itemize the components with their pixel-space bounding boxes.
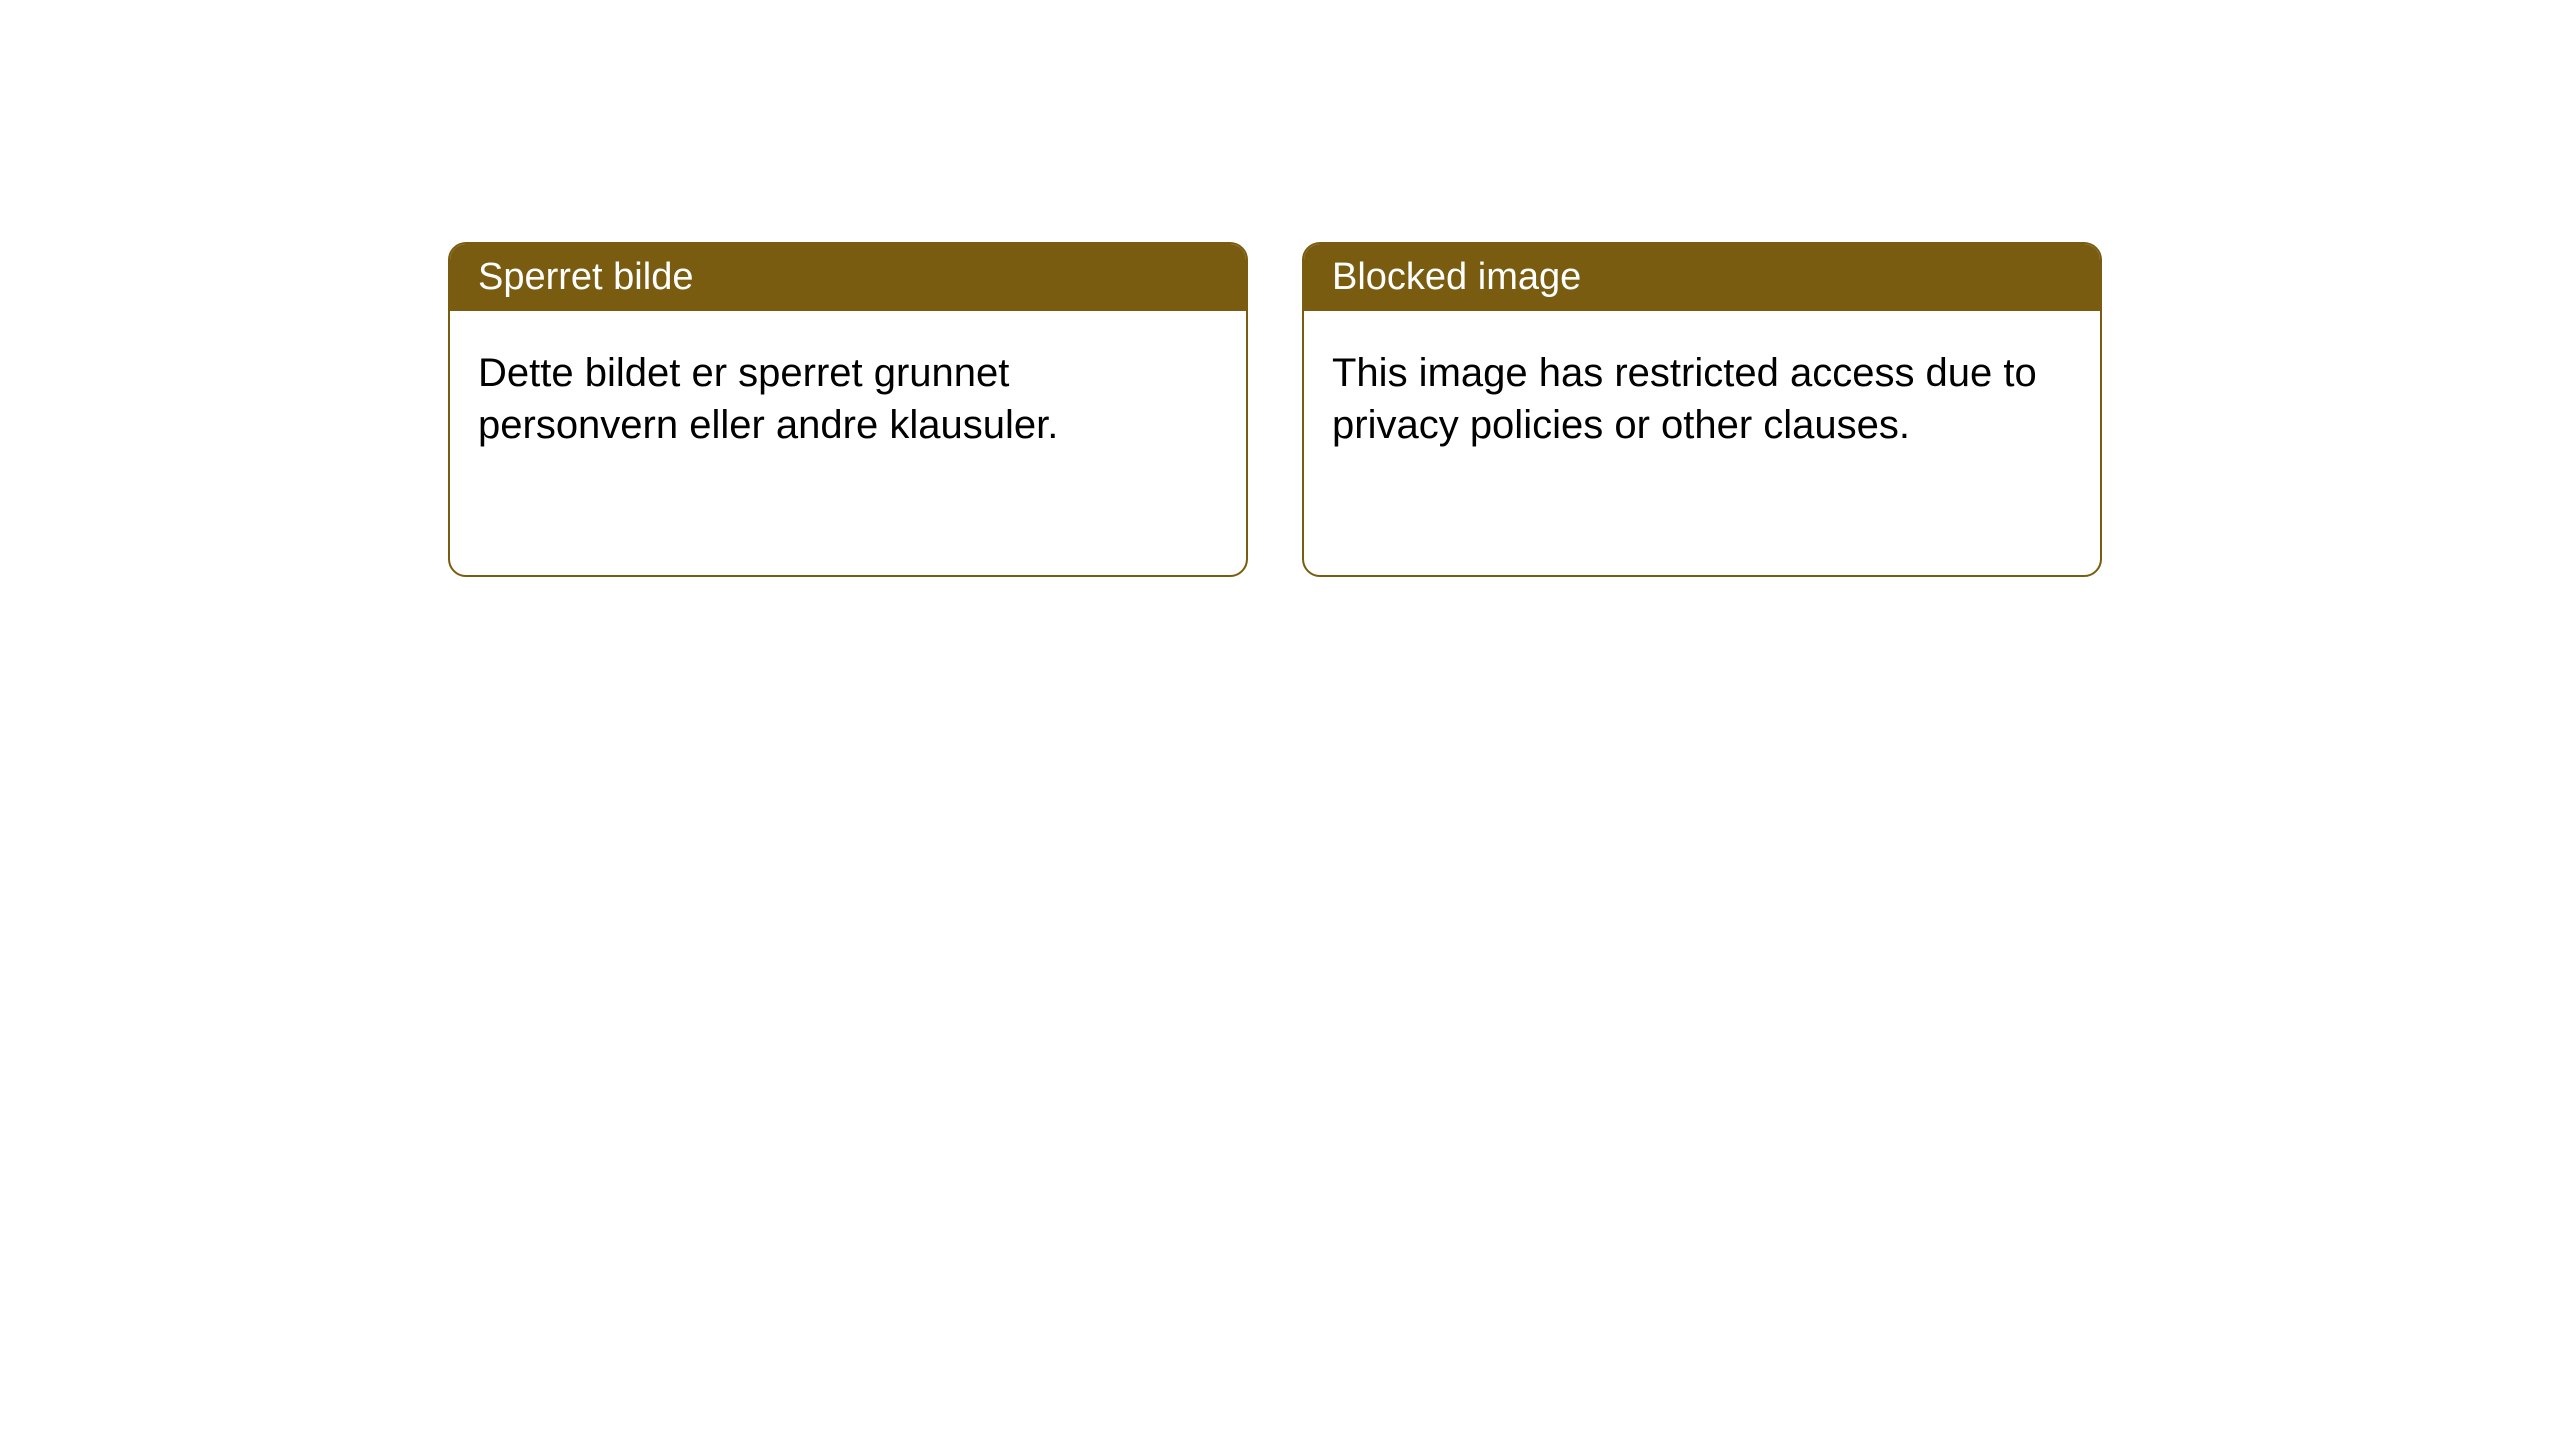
card-text-norwegian: Dette bildet er sperret grunnet personve… xyxy=(478,351,1058,447)
card-title-norwegian: Sperret bilde xyxy=(478,256,693,298)
card-norwegian: Sperret bilde Dette bildet er sperret gr… xyxy=(448,242,1248,577)
cards-container: Sperret bilde Dette bildet er sperret gr… xyxy=(448,242,2102,577)
card-header-english: Blocked image xyxy=(1304,244,2100,311)
card-text-english: This image has restricted access due to … xyxy=(1332,351,2037,447)
card-header-norwegian: Sperret bilde xyxy=(450,244,1246,311)
card-body-english: This image has restricted access due to … xyxy=(1304,311,2100,487)
card-body-norwegian: Dette bildet er sperret grunnet personve… xyxy=(450,311,1246,487)
card-english: Blocked image This image has restricted … xyxy=(1302,242,2102,577)
card-title-english: Blocked image xyxy=(1332,256,1581,298)
